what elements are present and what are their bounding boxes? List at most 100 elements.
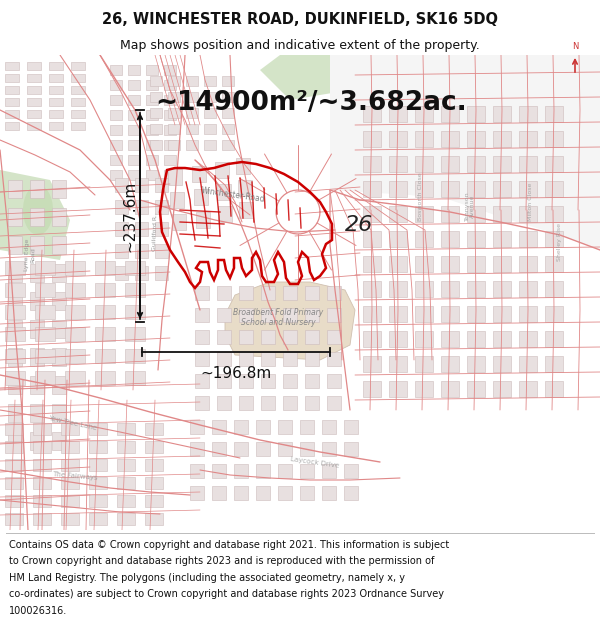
Bar bbox=[5, 513, 23, 525]
Bar bbox=[363, 256, 381, 272]
Bar bbox=[363, 281, 381, 297]
Text: Broadbent Fold Primary
School and Nursery: Broadbent Fold Primary School and Nurser… bbox=[233, 308, 323, 327]
Bar bbox=[71, 86, 85, 94]
Bar bbox=[5, 110, 19, 118]
Bar bbox=[61, 477, 79, 489]
Polygon shape bbox=[225, 282, 355, 360]
Bar bbox=[441, 206, 459, 222]
Bar bbox=[186, 108, 198, 118]
Bar bbox=[519, 306, 537, 322]
Bar bbox=[89, 423, 107, 435]
Bar bbox=[110, 110, 122, 120]
Bar bbox=[125, 283, 145, 297]
Bar bbox=[117, 477, 135, 489]
Bar bbox=[52, 376, 66, 394]
Bar bbox=[493, 131, 511, 147]
Bar bbox=[204, 140, 216, 150]
Bar bbox=[89, 477, 107, 489]
Bar bbox=[95, 261, 115, 275]
Bar bbox=[110, 170, 122, 180]
Bar bbox=[168, 92, 180, 102]
Bar bbox=[27, 98, 41, 106]
Text: The Fairways: The Fairways bbox=[52, 471, 98, 481]
Bar bbox=[89, 513, 107, 525]
Bar bbox=[145, 513, 163, 525]
Text: 26, WINCHESTER ROAD, DUKINFIELD, SK16 5DQ: 26, WINCHESTER ROAD, DUKINFIELD, SK16 5D… bbox=[102, 12, 498, 27]
Text: ~196.8m: ~196.8m bbox=[200, 366, 272, 381]
Bar bbox=[30, 264, 44, 282]
Bar bbox=[5, 74, 19, 82]
Text: Guildford R..: Guildford R.. bbox=[152, 212, 158, 251]
Bar bbox=[150, 92, 162, 102]
Bar bbox=[441, 381, 459, 397]
Bar bbox=[168, 124, 180, 134]
Bar bbox=[8, 292, 22, 310]
Bar bbox=[5, 62, 19, 70]
Bar bbox=[217, 184, 231, 200]
Text: Laycock Drive: Laycock Drive bbox=[290, 456, 340, 469]
Bar bbox=[222, 108, 234, 118]
Bar bbox=[389, 231, 407, 247]
Bar bbox=[61, 513, 79, 525]
Bar bbox=[327, 374, 341, 388]
Bar bbox=[186, 76, 198, 86]
Bar bbox=[61, 441, 79, 453]
Bar bbox=[65, 349, 85, 363]
Bar bbox=[363, 106, 381, 122]
Bar bbox=[283, 352, 297, 366]
Bar bbox=[195, 374, 209, 388]
Bar bbox=[65, 327, 85, 341]
Bar bbox=[344, 420, 358, 434]
Bar bbox=[27, 62, 41, 70]
Bar bbox=[190, 464, 204, 478]
Bar bbox=[493, 231, 511, 247]
Bar bbox=[5, 349, 25, 363]
Bar bbox=[190, 442, 204, 456]
Bar bbox=[89, 459, 107, 471]
Text: N: N bbox=[572, 42, 578, 51]
Bar bbox=[327, 352, 341, 366]
Bar bbox=[95, 371, 115, 385]
Bar bbox=[5, 283, 25, 297]
Bar bbox=[204, 76, 216, 86]
Bar bbox=[49, 98, 63, 106]
Bar bbox=[110, 80, 122, 90]
Bar bbox=[155, 244, 168, 258]
Bar bbox=[5, 423, 23, 435]
Bar bbox=[8, 180, 22, 198]
Bar bbox=[27, 74, 41, 82]
Bar bbox=[71, 110, 85, 118]
Bar bbox=[8, 432, 22, 450]
Bar bbox=[441, 256, 459, 272]
Bar bbox=[415, 281, 433, 297]
Bar bbox=[261, 396, 275, 410]
Bar bbox=[305, 286, 319, 300]
Bar bbox=[467, 206, 485, 222]
Bar bbox=[89, 441, 107, 453]
Text: ~14900m²/~3.682ac.: ~14900m²/~3.682ac. bbox=[155, 90, 467, 116]
Bar bbox=[305, 330, 319, 344]
Bar bbox=[150, 140, 162, 150]
Bar bbox=[192, 166, 206, 182]
Bar bbox=[545, 356, 563, 372]
Bar bbox=[164, 125, 176, 135]
Bar bbox=[545, 381, 563, 397]
Bar bbox=[222, 124, 234, 134]
Bar bbox=[5, 495, 23, 507]
Bar bbox=[441, 131, 459, 147]
Bar bbox=[49, 86, 63, 94]
Text: ~237.6m: ~237.6m bbox=[122, 181, 137, 252]
Bar bbox=[305, 308, 319, 322]
Bar bbox=[128, 125, 140, 135]
Bar bbox=[71, 122, 85, 130]
Bar bbox=[8, 376, 22, 394]
Bar bbox=[441, 181, 459, 197]
Bar bbox=[441, 306, 459, 322]
Bar bbox=[150, 108, 162, 118]
Bar bbox=[236, 158, 250, 174]
Bar bbox=[389, 256, 407, 272]
Bar bbox=[389, 106, 407, 122]
Bar bbox=[125, 261, 145, 275]
Bar bbox=[8, 236, 22, 254]
Bar bbox=[195, 308, 209, 322]
